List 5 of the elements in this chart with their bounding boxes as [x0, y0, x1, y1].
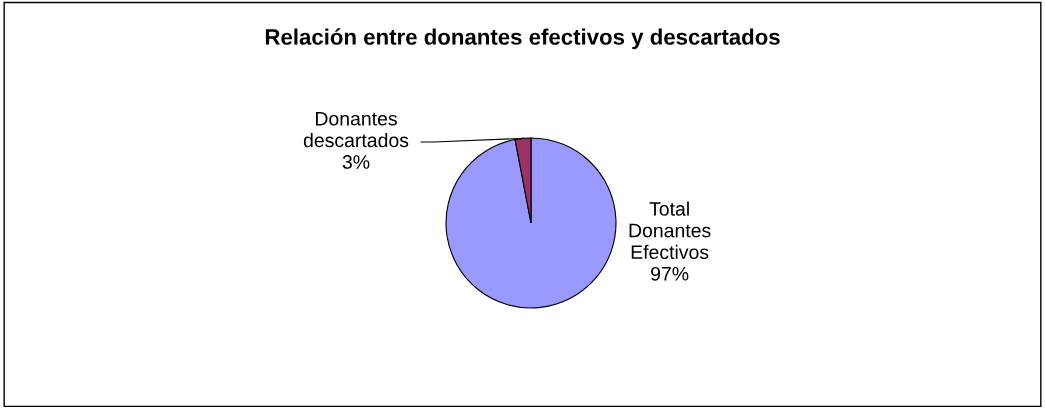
slice-label: Total Donantes Efectivos [629, 201, 711, 260]
data-label: 97% [651, 266, 689, 281]
data-label: 3% [342, 155, 370, 169]
chart-title: Relación entre donantes efectivos y descartados [265, 28, 780, 50]
slice-label: Donantes descartados [303, 112, 409, 148]
